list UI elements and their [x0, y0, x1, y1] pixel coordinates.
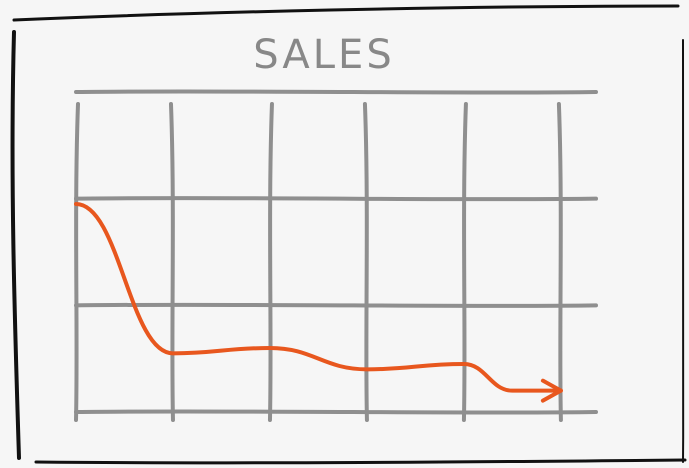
grid-horizontal-line — [74, 409, 598, 415]
frame-border-bottom — [34, 458, 687, 465]
grid-horizontal-line — [74, 196, 598, 202]
grid-vertical-line — [267, 102, 274, 422]
chart-title: SALES — [253, 32, 394, 78]
grid-vertical-line — [362, 102, 369, 422]
series-layer — [74, 202, 563, 403]
frame-border-top — [12, 4, 680, 22]
grid-horizontal-line — [74, 89, 598, 95]
grid-vertical-line — [556, 102, 563, 422]
grid-vertical-line — [461, 102, 468, 422]
grid-horizontal-line — [74, 302, 598, 308]
frame-border-left — [10, 30, 21, 460]
sales-line — [74, 202, 563, 393]
sales-line-arrowhead — [540, 378, 563, 403]
grid-vertical-line — [168, 102, 175, 422]
grid — [74, 89, 598, 422]
frame-border-right — [682, 39, 685, 463]
grid-vertical-line — [74, 102, 80, 422]
